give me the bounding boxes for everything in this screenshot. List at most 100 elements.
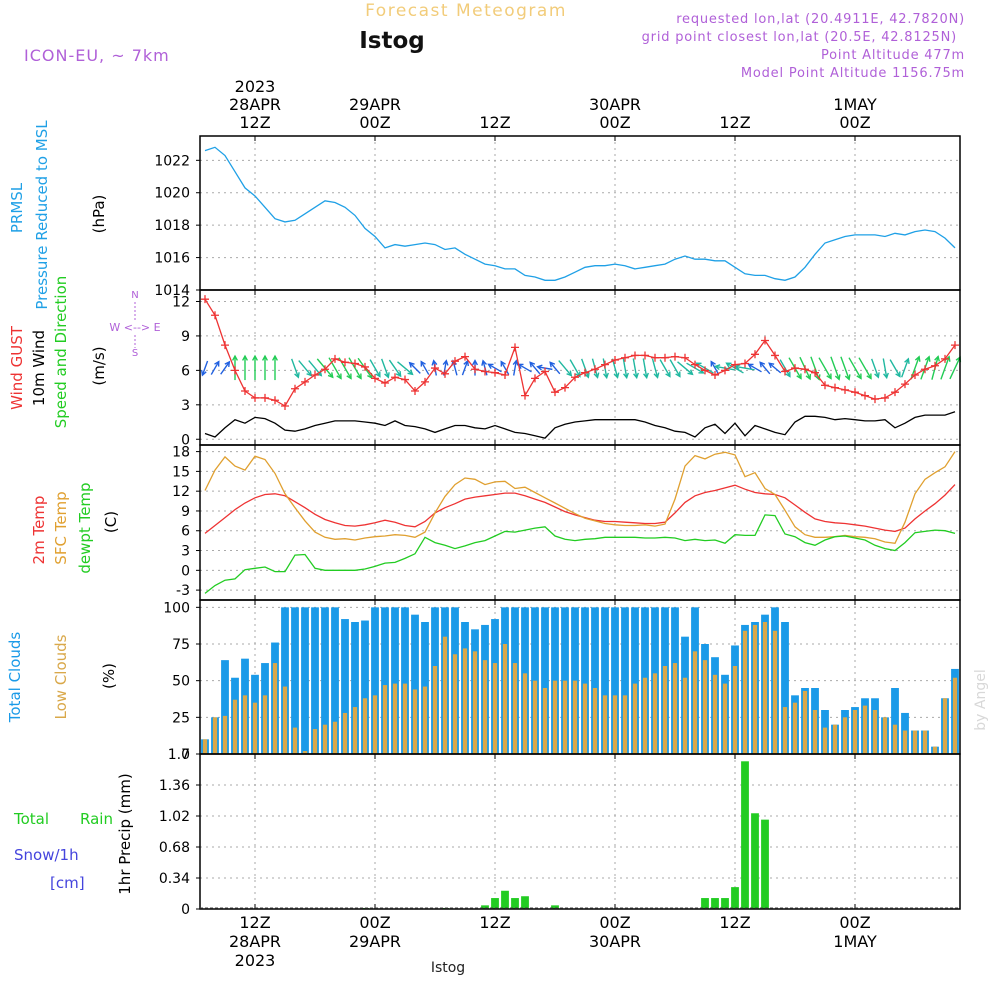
bottom-time-label-hour: 12Z [239,913,270,932]
wind-arrow-shaft [397,361,413,375]
pressure-frame [199,135,961,291]
wind-arrow-head [643,372,649,380]
top-time-label-hour: 12Z [239,113,270,132]
wind-arrow-shaft [210,361,220,375]
wind-arrow [500,360,510,375]
compass-s: S [132,348,138,359]
compass-n: N [131,290,138,301]
y-tick-label: 75 [172,637,190,653]
precip-bar-total [701,898,709,909]
wind-arrow-head [500,360,506,367]
y-tick-label: 50 [172,674,190,690]
clouds-bar-total [301,607,309,754]
top-time-label-year: 2023 [235,77,276,96]
wind-arrow-shaft [513,360,517,376]
wind-line-10m-wind [204,411,956,439]
clouds-bar-low [462,648,468,754]
wind-arrow-shaft [369,359,381,377]
clouds-bar-total [221,660,229,754]
clouds-bar-low [602,695,608,754]
gust-marker [741,359,749,368]
clouds-bar-low [952,677,958,754]
wind-arrow-head [613,372,620,379]
wind-arrow-shaft [858,357,872,379]
wind-arrow [408,361,421,374]
top-time-label-hour: 00Z [359,113,390,132]
clouds-bar-low [542,688,548,754]
wind-arrow [651,358,660,379]
gust-marker [231,366,239,375]
gust-marker [621,353,629,362]
clouds-bar-low [762,622,768,754]
y-tick-label: 1.36 [159,778,190,794]
wind-arrow-head [785,371,791,378]
clouds-bar-low [262,695,268,754]
wind-arrow-head [924,355,931,362]
wind-arrow-head [408,361,415,368]
wind-arrow-head [336,373,342,380]
wind-arrow [848,357,862,380]
wind-arrow-head [603,372,609,380]
gust-marker [281,401,289,410]
wind-arrow-shaft [848,357,862,379]
clouds-bar-total [311,607,319,754]
wind-arrow-head [356,373,362,380]
wind-arrow-head [224,360,231,367]
y-tick-label: 0 [181,747,190,763]
wind-arrow [261,354,269,381]
wind-arrow-head [883,372,889,380]
wind-arrow [569,359,581,378]
precip-bar-total [521,896,529,909]
wind-arrow-shaft [328,357,342,379]
wind-arrow-head [231,354,239,361]
gust-marker [631,351,639,360]
bottom-time-label-hour: 00Z [599,913,630,932]
wind-ylabel-unit: (m/s) [90,346,108,385]
gust-marker [801,365,809,374]
clouds-ylabel-unit: (%) [100,663,118,689]
wind-ylabel-gust: Wind GUST [8,325,26,410]
gust-marker [581,368,589,377]
wind-arrow-shaft [581,358,589,378]
wind-arrow [747,363,762,373]
clouds-bar-low [252,702,258,754]
y-tick-label: 9 [181,504,190,520]
clouds-bar-low [632,683,638,754]
gust-marker [411,387,419,396]
clouds-bar-low [272,663,278,754]
wind-arrow-head [384,372,390,379]
clouds-bar-low [792,702,798,754]
y-tick-label: 1.7 [168,747,190,763]
clouds-bar-low [352,707,358,754]
gust-marker [661,353,669,362]
wind-arrow-shaft [871,358,879,378]
clouds-bar-low [812,710,818,754]
temperature-line-sfc-temp [204,451,956,545]
precip-frame [199,753,961,910]
wind-arrow-shaft [488,363,502,373]
clouds-bar-total [551,607,559,754]
gust-marker [341,358,349,367]
clouds-bar-total [401,607,409,754]
wind-arrow-shaft [622,358,628,378]
clouds-bar-total [411,614,419,754]
clouds-bar-low [672,663,678,754]
wind-arrow-head [904,357,910,364]
clouds-bar-total [391,607,399,754]
wind-arrow [602,358,609,380]
clouds-bar-low [942,698,948,754]
y-tick-label: 6 [181,363,190,379]
y-tick-label: 6 [181,524,190,540]
y-tick-label: 0.68 [159,840,190,856]
gust-marker [561,383,569,392]
wind-arrow-shaft [735,365,755,371]
top-time-label-date: 30APR [589,95,641,114]
bottom-time-label-year: 2023 [235,951,276,970]
wind-arrow-shaft [298,360,312,376]
clouds-bar-total [531,607,539,754]
gust-marker [421,377,429,386]
gust-marker [901,380,909,389]
clouds-bar-total [611,607,619,754]
